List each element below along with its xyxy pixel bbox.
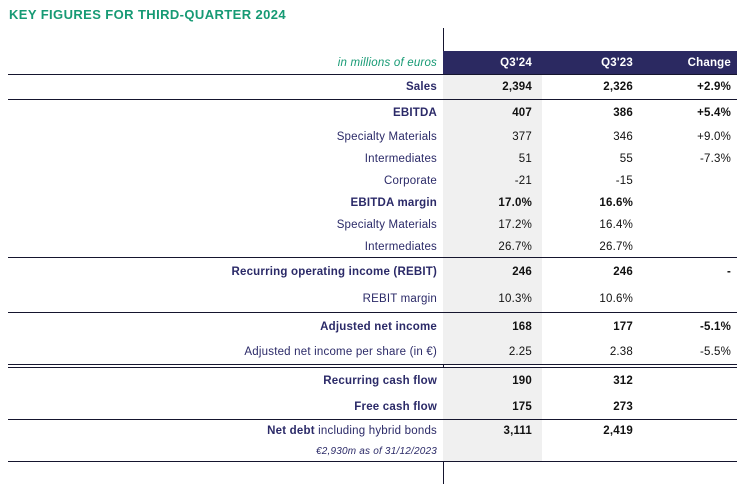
row-label: Adjusted net income <box>320 320 437 333</box>
row-label: Corporate <box>384 175 437 187</box>
row-label: Sales <box>405 81 437 93</box>
change-value: +2.9% <box>697 81 731 93</box>
table-row: Specialty Materials 377 346 +9.0% <box>8 126 737 148</box>
q323-value: 10.6% <box>599 293 633 305</box>
table-row: Net debt including hybrid bonds 3,111 2,… <box>8 420 737 442</box>
column-header-q324: Q3'24 <box>443 51 542 74</box>
row-label-bold-part: Net debt <box>267 425 315 437</box>
q323-value: 246 <box>613 266 633 278</box>
row-label: EBITDA margin <box>350 197 437 209</box>
q323-value: 2,419 <box>603 425 633 437</box>
table-row: Intermediates 26.7% 26.7% <box>8 236 737 258</box>
q323-value: 16.4% <box>599 219 633 231</box>
row-label: Recurring cash flow <box>323 375 437 387</box>
change-value: - <box>726 266 731 278</box>
row-label: Recurring operating income (REBIT) <box>231 266 437 278</box>
key-figures-table: in millions of euros Q3'24 Q3'23 Change … <box>8 51 737 462</box>
q324-value: 2,394 <box>443 75 542 99</box>
row-label-tail: including hybrid bonds <box>314 425 437 437</box>
q324-value: 246 <box>443 258 542 286</box>
row-label: Net debt including hybrid bonds <box>8 425 443 437</box>
q323-value: -15 <box>615 175 633 187</box>
change-value: -5.1% <box>699 320 731 333</box>
table-row: EBITDA 407 386 +5.4% <box>8 100 737 126</box>
q323-value: 177 <box>613 320 633 333</box>
change-value: +9.0% <box>697 131 731 143</box>
table-row: Corporate -21 -15 <box>8 170 737 192</box>
q324-value: 2.25 <box>443 340 542 364</box>
row-label: Intermediates <box>364 240 437 253</box>
column-header-q323: Q3'23 <box>542 51 643 74</box>
q324-value: 26.7% <box>443 236 542 257</box>
row-label: Intermediates <box>364 153 437 165</box>
table-row: Adjusted net income per share (in €) 2.2… <box>8 340 737 368</box>
q323-value: 346 <box>613 131 633 143</box>
q324-value: 17.2% <box>443 214 542 236</box>
q324-value: 51 <box>443 148 542 170</box>
row-label: Specialty Materials <box>336 131 437 143</box>
table-row: Free cash flow 175 273 <box>8 394 737 420</box>
table-row: Recurring operating income (REBIT) 246 2… <box>8 258 737 286</box>
table-header-row: in millions of euros Q3'24 Q3'23 Change <box>8 51 737 75</box>
table-row: Recurring cash flow 190 312 <box>8 368 737 394</box>
change-value: +5.4% <box>697 107 731 119</box>
q324-value <box>443 442 542 461</box>
q323-value: 312 <box>613 375 633 387</box>
row-label: REBIT margin <box>362 293 437 305</box>
row-label: Specialty Materials <box>336 219 437 231</box>
table-row: Adjusted net income 168 177 -5.1% <box>8 313 737 340</box>
table-row: Sales 2,394 2,326 +2.9% <box>8 75 737 100</box>
column-header-change: Change <box>643 51 737 74</box>
q324-value: 17.0% <box>443 192 542 214</box>
table-row: Intermediates 51 55 -7.3% <box>8 148 737 170</box>
q323-value: 55 <box>619 153 633 165</box>
q323-value: 2.38 <box>609 346 633 358</box>
q324-value: -21 <box>443 170 542 192</box>
q323-value: 2,326 <box>603 81 633 93</box>
q324-value: 377 <box>443 126 542 148</box>
table-row-footnote: €2,930m as of 31/12/2023 <box>8 442 737 462</box>
unit-label: in millions of euros <box>337 56 437 69</box>
q323-value: 386 <box>613 107 633 119</box>
row-label: Free cash flow <box>354 400 437 413</box>
table-row: EBITDA margin 17.0% 16.6% <box>8 192 737 214</box>
q323-value: 26.7% <box>599 240 633 253</box>
change-value: -7.3% <box>699 153 731 165</box>
table-row: Specialty Materials 17.2% 16.4% <box>8 214 737 236</box>
q324-value: 407 <box>443 100 542 126</box>
q324-value: 175 <box>443 394 542 419</box>
change-value: -5.5% <box>699 346 731 358</box>
q323-value: 16.6% <box>599 197 633 209</box>
q324-value: 10.3% <box>443 286 542 312</box>
table-row: REBIT margin 10.3% 10.6% <box>8 286 737 313</box>
row-label: Adjusted net income per share (in €) <box>244 346 437 358</box>
q324-value: 168 <box>443 313 542 340</box>
row-label: EBITDA <box>392 107 437 119</box>
q324-value: 3,111 <box>443 420 542 442</box>
q323-value: 273 <box>613 400 633 413</box>
footnote-label: €2,930m as of 31/12/2023 <box>315 446 437 457</box>
page-title: KEY FIGURES FOR THIRD-QUARTER 2024 <box>9 7 287 22</box>
q324-value: 190 <box>443 368 542 394</box>
